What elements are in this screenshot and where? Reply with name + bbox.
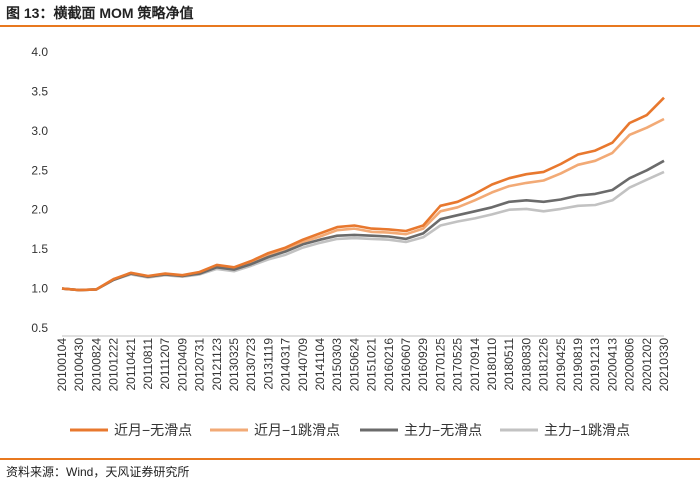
x-tick-label: 20150303 [330, 338, 344, 392]
x-tick-label: 20100430 [72, 338, 86, 392]
x-tick-label: 20110811 [141, 338, 155, 390]
figure-title: 图 13：横截面 MOM 策略净值 [6, 5, 194, 21]
legend-label: 主力−1跳滑点 [544, 422, 630, 438]
x-tick-label: 20200806 [623, 338, 637, 392]
y-tick-label: 2.0 [31, 203, 48, 217]
x-tick-label: 20210330 [657, 338, 671, 392]
y-tick-label: 3.5 [31, 84, 48, 98]
top-rule [0, 25, 700, 27]
x-tick-label: 20180830 [519, 338, 533, 392]
x-tick-label: 20190425 [554, 338, 568, 392]
x-tick-label: 20201202 [640, 338, 654, 392]
legend: 近月−无滑点 近月−1跳滑点 主力−无滑点 主力−1跳滑点 [70, 422, 630, 438]
x-tick-label: 20141104 [313, 338, 327, 391]
x-tick-label: 20160929 [416, 338, 430, 392]
x-tick-label: 20100824 [89, 338, 103, 392]
x-tick-label: 20190819 [571, 338, 585, 392]
x-tick-label: 20140709 [296, 338, 310, 392]
x-tick-label: 20151021 [365, 338, 379, 392]
x-tick-label: 20131119 [261, 338, 275, 390]
legend-label: 近月−无滑点 [114, 422, 192, 438]
legend-label: 主力−无滑点 [404, 422, 482, 438]
x-tick-label: 20160607 [399, 338, 413, 392]
x-tick-label: 20191213 [588, 338, 602, 392]
x-tick-label: 20130723 [244, 338, 258, 392]
series-lines [61, 96, 665, 292]
y-axis: 4.0 3.5 3.0 2.5 2.0 1.5 1.0 0.5 [31, 45, 48, 335]
x-tick-label: 20160216 [382, 338, 396, 392]
y-tick-label: 1.0 [31, 282, 48, 296]
x-tick-label: 20180511 [502, 338, 516, 391]
x-tick-label: 20170914 [468, 338, 482, 392]
y-tick-label: 4.0 [31, 45, 48, 59]
y-tick-label: 2.5 [31, 163, 48, 177]
x-tick-label: 20121123 [210, 338, 224, 391]
bottom-rule [0, 458, 700, 460]
series-line-1 [61, 117, 665, 292]
x-tick-label: 20181226 [537, 338, 551, 392]
series-line-0 [61, 96, 665, 292]
y-tick-label: 1.5 [31, 242, 48, 256]
x-tick-label: 20180110 [485, 338, 499, 391]
legend-label: 近月−1跳滑点 [254, 422, 340, 438]
source-note: 资料来源：Wind，天风证券研究所 [6, 465, 190, 479]
x-tick-label: 20101222 [107, 338, 121, 392]
x-tick-label: 20170525 [451, 338, 465, 392]
x-axis: 20100104 20100430 20100824 20101222 20110421… [55, 335, 671, 392]
x-tick-label: 20111207 [158, 338, 172, 390]
y-tick-label: 0.5 [31, 321, 48, 335]
x-tick-label: 20140317 [279, 338, 293, 392]
x-tick-label: 20110421 [124, 338, 138, 391]
x-tick-label: 20100104 [55, 338, 69, 392]
y-tick-label: 3.0 [31, 124, 48, 138]
x-tick-label: 20200413 [605, 338, 619, 392]
x-tick-label: 20120731 [193, 338, 207, 392]
x-tick-label: 20130325 [227, 338, 241, 392]
x-tick-label: 20170125 [433, 338, 447, 392]
x-tick-label: 20120409 [175, 338, 189, 392]
series-line-2 [61, 159, 665, 292]
x-tick-label: 20150624 [347, 338, 361, 392]
